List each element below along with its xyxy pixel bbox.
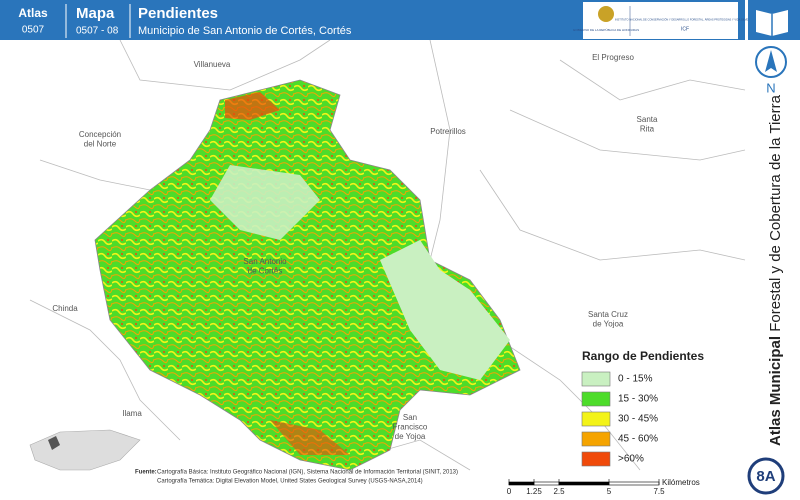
legend-swatch [581, 371, 611, 387]
source-line1: Cartografía Básica: Instituto Geográfico… [157, 470, 458, 476]
legend-swatch [581, 431, 611, 447]
steep-area [270, 420, 350, 455]
scale-label: 0 [507, 487, 512, 496]
place-label: de Yojoa [593, 320, 624, 329]
legend-swatch [581, 411, 611, 427]
title: Pendientes [138, 5, 218, 22]
legend-label: 45 - 60% [618, 434, 658, 445]
place-label: del Norte [84, 140, 117, 149]
legend-label: 15 - 30% [618, 394, 658, 405]
scale-segment [558, 481, 610, 486]
legend: 0 - 15% 15 - 30% 30 - 45% 45 - 60% >60% [581, 371, 658, 467]
north-label: N [766, 80, 775, 95]
logo-left-text: GOBIERNO DE LA REPÚBLICA DE HONDURAS [573, 27, 639, 32]
place-label: Potrerillos [430, 127, 466, 136]
locator-highlight [48, 436, 60, 450]
place-label: San [403, 413, 417, 422]
scale-segment [533, 481, 560, 486]
place-label: El Progreso [592, 53, 634, 62]
map-code: 0507 - 08 [76, 26, 119, 37]
sidebar-title: Atlas Municipal Forestal y de Cobertura … [767, 94, 784, 446]
steep-area [225, 92, 280, 120]
scale-label: 7.5 [653, 487, 665, 496]
flat-area [380, 240, 510, 380]
place-label: de Cortés [248, 267, 283, 276]
legend-swatch [581, 391, 611, 407]
place-label: Rita [640, 125, 655, 134]
north-arrow [765, 50, 777, 72]
logo-right-short: ICF [681, 26, 689, 32]
place-label: Ilama [122, 409, 142, 418]
scale-unit: Kilómetros [662, 478, 700, 487]
municipality [94, 79, 521, 471]
logo-right-text: INSTITUTO NACIONAL DE CONSERVACIÓN Y DES… [615, 17, 755, 22]
place-label: Santa [637, 115, 658, 124]
scale-label: 1.25 [526, 487, 542, 496]
sidebar-title-rest: Forestal y de Cobertura de la Tierra [767, 94, 784, 336]
page-badge [747, 457, 785, 495]
sidebar-title-bold: Atlas Municipal [767, 336, 784, 446]
legend-label: 0 - 15% [618, 374, 653, 385]
scale-label: 2.5 [553, 487, 565, 496]
page-number: 8A [756, 468, 775, 485]
scale-label: 5 [607, 487, 612, 496]
source-line2: Cartografía Temática: Digital Elevation … [157, 479, 423, 485]
place-label: Chinda [52, 304, 78, 313]
legend-label: >60% [618, 454, 644, 465]
subtitle: Municipio de San Antonio de Cortés, Cort… [138, 25, 352, 37]
place-label: Concepción [79, 130, 121, 139]
logo-seal [598, 6, 614, 22]
flat-area [210, 165, 320, 240]
atlas-label: Atlas [18, 6, 48, 20]
legend-label: 30 - 45% [618, 414, 658, 425]
source-label: Fuente: [135, 470, 157, 476]
place-label: Villanueva [194, 60, 231, 69]
legend-swatch [581, 451, 611, 467]
atlas-code: 0507 [22, 25, 45, 36]
legend-title: Rango de Pendientes [582, 349, 704, 363]
north-circle [755, 46, 787, 78]
place-label: San Antonio [243, 257, 287, 266]
map-label: Mapa [76, 5, 115, 22]
place-label: de Yojoa [395, 432, 426, 441]
scale-segment [508, 481, 535, 486]
place-label: Santa Cruz [588, 310, 628, 319]
scale-segment [608, 481, 660, 486]
place-label: Francisco [393, 423, 428, 432]
